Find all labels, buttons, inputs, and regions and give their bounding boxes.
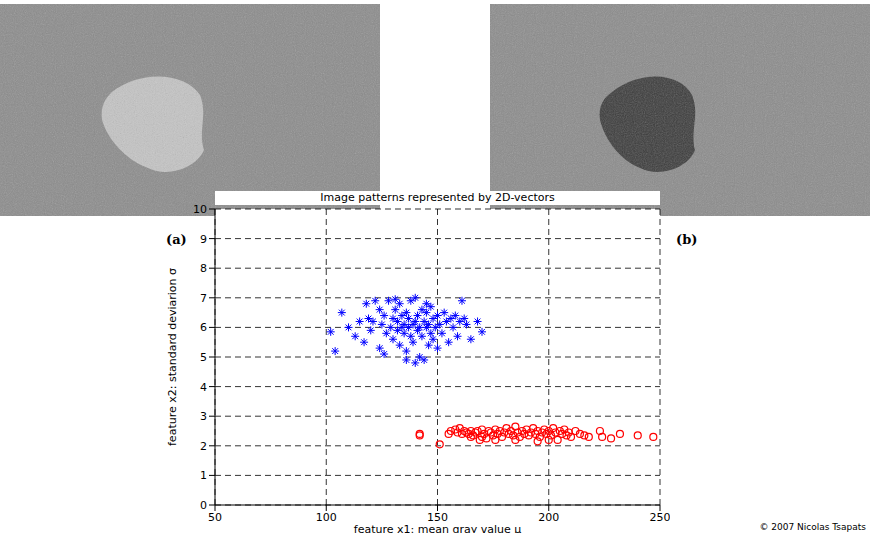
svg-text:8: 8 bbox=[200, 262, 207, 275]
svg-text:6: 6 bbox=[200, 321, 207, 334]
html-text:(a): (a) bbox=[166, 232, 187, 247]
svg-text:5: 5 bbox=[200, 351, 207, 364]
svg-text:50: 50 bbox=[208, 511, 222, 524]
html-text:Image patterns represented by: Image patterns represented by 2D-vectors bbox=[320, 191, 555, 204]
svg-text:2: 2 bbox=[200, 440, 207, 453]
html-text:(b): (b) bbox=[676, 232, 698, 247]
svg-text:7: 7 bbox=[200, 292, 207, 305]
svg-text:200: 200 bbox=[538, 511, 559, 524]
svg-text:0: 0 bbox=[200, 499, 207, 512]
html-text:© 2007 Nicolas Tsapats: © 2007 Nicolas Tsapats bbox=[759, 522, 866, 532]
svg-text:10: 10 bbox=[193, 203, 207, 216]
svg-text:100: 100 bbox=[316, 511, 337, 524]
svg-text:feature x1: mean gray value μ: feature x1: mean gray value μ bbox=[354, 523, 521, 533]
svg-text:3: 3 bbox=[200, 410, 207, 423]
svg-text:4: 4 bbox=[200, 381, 207, 394]
svg-text:9: 9 bbox=[200, 233, 207, 246]
svg-text:feature x2: standard deviarion: feature x2: standard deviarion σ bbox=[166, 268, 179, 446]
svg-text:150: 150 bbox=[427, 511, 448, 524]
svg-text:1: 1 bbox=[200, 469, 207, 482]
svg-text:250: 250 bbox=[650, 511, 671, 524]
